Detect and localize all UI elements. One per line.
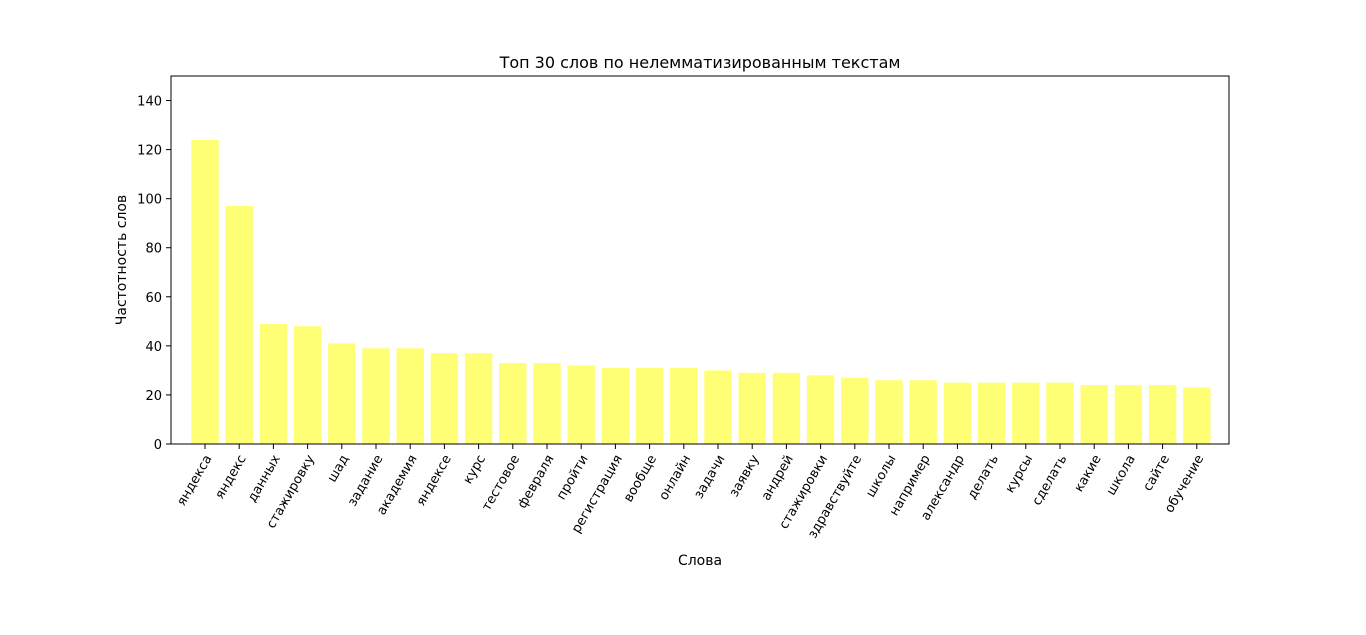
bar-школа	[1114, 385, 1143, 444]
bar-сайте	[1148, 385, 1177, 444]
bar-курс	[464, 353, 493, 444]
bar-здравствуйте	[841, 377, 869, 444]
bar-стажировку	[293, 326, 322, 444]
bar-яндекса	[191, 139, 219, 444]
x-tick-label: курс	[461, 453, 489, 487]
bar-данных	[259, 323, 288, 444]
bar-академия	[396, 348, 424, 444]
bar-какие	[1080, 385, 1108, 444]
bar-александр	[943, 382, 972, 444]
bar-стажировки	[806, 375, 835, 444]
y-tick-label: 100	[137, 193, 162, 208]
bar-регистрация	[601, 367, 630, 444]
y-tick-label: 60	[145, 291, 162, 306]
chart-title: Топ 30 слов по нелемматизированным текст…	[499, 53, 901, 72]
bar-онлайн	[670, 367, 698, 444]
x-tick-label: какие	[1072, 453, 1105, 495]
bar-задание	[362, 348, 390, 444]
x-tick-label: заявку	[727, 452, 763, 500]
bar-яндекс	[225, 206, 253, 444]
x-tick-label: задачи	[691, 453, 728, 502]
bar-курсы	[1012, 382, 1040, 444]
x-tick-label: сайте	[1141, 453, 1174, 494]
bar-обучение	[1183, 387, 1211, 444]
x-tick-label: вообще	[621, 453, 660, 505]
plot-frame	[170, 75, 1230, 445]
y-tick-label: 20	[145, 389, 162, 404]
bar-сделать	[1046, 382, 1074, 444]
x-tick-label: яндекс	[213, 453, 250, 502]
bar-яндексе	[430, 353, 459, 444]
y-tick-label: 140	[137, 95, 162, 110]
bar-заявку	[738, 372, 766, 444]
bar-тестовое	[499, 363, 527, 444]
bar-задачи	[704, 370, 732, 444]
x-tick-label: пройти	[554, 453, 592, 503]
x-tick-label: курсы	[1003, 453, 1037, 496]
y-tick-label: 40	[145, 340, 162, 355]
y-tick-label: 120	[137, 144, 162, 159]
x-tick-label: школа	[1104, 453, 1139, 499]
x-axis-label: Слова	[678, 553, 722, 569]
bar-вообще	[635, 367, 664, 444]
bar-андрей	[772, 372, 801, 444]
y-axis: 0 20 40 60 80 100 120 140	[137, 95, 171, 453]
x-tick-label: данных	[245, 452, 284, 505]
x-tick-label: яндекса	[174, 453, 215, 509]
y-tick-label: 80	[145, 242, 162, 257]
bar-февраля	[533, 363, 561, 444]
x-tick-label: андрей	[759, 453, 797, 504]
y-tick-label: 0	[154, 438, 162, 453]
bars-group	[191, 139, 1211, 444]
x-tick-label: школы	[863, 453, 899, 501]
bar-например	[909, 380, 937, 444]
y-axis-label: Частотность слов	[114, 195, 130, 325]
x-tick-label: шад	[325, 452, 352, 484]
bar-школы	[875, 380, 903, 444]
bar-пройти	[567, 365, 595, 444]
x-tick-label: делать	[965, 453, 1002, 503]
bar-делать	[977, 382, 1006, 444]
bar-шад	[328, 343, 356, 444]
x-tick-label: онлайн	[656, 453, 694, 504]
